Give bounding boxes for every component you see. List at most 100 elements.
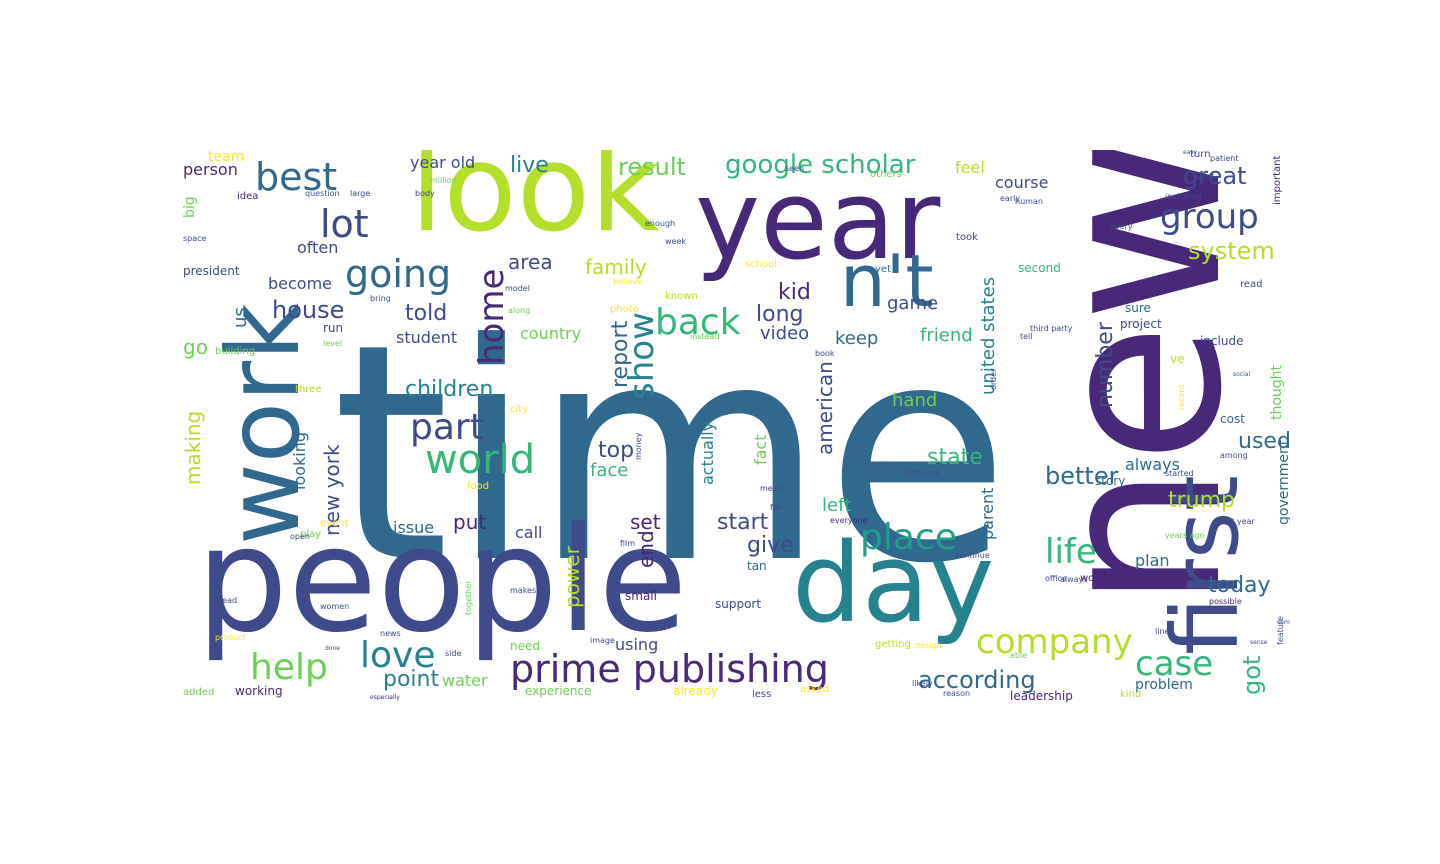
word-part: part: [410, 407, 484, 448]
word-getting: getting: [875, 639, 911, 650]
word-working: working: [235, 684, 283, 698]
word-often: often: [297, 238, 339, 257]
word-kid: kid: [778, 280, 811, 305]
word-seen: seen: [785, 164, 805, 173]
word-lead: lead: [220, 596, 238, 605]
word-design: design: [915, 641, 942, 650]
word-love: love: [360, 635, 436, 676]
word-food: food: [467, 481, 490, 492]
word-include: include: [1200, 334, 1244, 348]
word-school: school: [745, 259, 778, 270]
word-got: got: [1238, 655, 1266, 695]
word-second: second: [1018, 261, 1061, 275]
word-last-year: last year: [1220, 517, 1255, 526]
word-able: able: [1010, 651, 1028, 660]
word-continue: continue: [955, 551, 990, 560]
word-early: early: [1000, 194, 1021, 203]
word-turn: turn: [1190, 150, 1211, 160]
word-team: team: [208, 150, 245, 165]
word-especially: especially: [370, 694, 400, 701]
word-million: million: [430, 176, 457, 185]
word-lot: lot: [320, 202, 369, 246]
word-among: among: [1220, 451, 1248, 460]
word-together: together: [464, 580, 473, 615]
word-open: open: [290, 532, 310, 541]
word-human: human: [1015, 197, 1043, 206]
word-need: need: [510, 639, 540, 653]
word-making: making: [181, 410, 205, 485]
word-person: person: [183, 160, 238, 179]
word-become: become: [268, 274, 333, 293]
word-year: year: [695, 156, 941, 284]
word-possible: possible: [1209, 597, 1242, 606]
word-known: known: [665, 291, 698, 302]
word-call: call: [515, 523, 543, 542]
word-asked: asked: [800, 684, 830, 695]
word-mean: mean: [760, 484, 783, 493]
word-less: less: [752, 689, 772, 700]
word-keep: keep: [835, 328, 879, 349]
word-city: city: [510, 404, 529, 415]
word-hand: hand: [892, 390, 938, 411]
word-photo: photo: [610, 304, 639, 315]
word-third-party: third party: [1030, 324, 1073, 333]
word-body: body: [415, 189, 435, 198]
word-others: others: [870, 169, 902, 180]
word-time: time: [332, 280, 1010, 629]
word-likely: likely: [912, 679, 933, 688]
word-actually: actually: [698, 421, 717, 485]
word-week: week: [665, 237, 687, 246]
word-work: work: [205, 303, 322, 545]
word-american: american: [813, 361, 837, 455]
word-reason: reason: [943, 689, 971, 698]
word-government: government: [1276, 439, 1290, 525]
word-building: building: [215, 346, 256, 357]
word-come: come: [1277, 619, 1290, 626]
word-according: according: [918, 666, 1036, 694]
word-end: end: [634, 530, 658, 568]
word-women: women: [1080, 573, 1117, 584]
word-question: question: [305, 189, 340, 198]
word-go: go: [183, 335, 208, 359]
word-small: small: [625, 589, 657, 603]
word-parent: parent: [978, 487, 997, 540]
word-friend: friend: [920, 325, 973, 346]
word-face: face: [590, 460, 629, 481]
word-house: house: [272, 296, 345, 324]
word-told: told: [405, 301, 448, 326]
word-start: start: [717, 510, 769, 535]
word-feel: feel: [955, 158, 985, 177]
word-every: every: [1110, 222, 1133, 231]
word-look: look: [410, 150, 660, 259]
word-everyone: everyone: [830, 516, 868, 525]
word-already: already: [673, 684, 718, 698]
word-looking: looking: [290, 431, 309, 490]
word-thought: thought: [1269, 364, 1285, 420]
word-full: full: [770, 503, 783, 512]
word-student: student: [396, 328, 458, 347]
word-recent: recent: [1177, 384, 1186, 410]
word-country: country: [520, 324, 582, 343]
word-cost: cost: [1220, 412, 1245, 426]
word-went: went: [1195, 172, 1215, 181]
word-plan: plan: [1135, 551, 1170, 570]
word-tan: tan: [747, 559, 767, 573]
word-important: important: [1272, 155, 1283, 205]
word-children: children: [405, 377, 494, 402]
word-going: going: [345, 252, 452, 296]
word-women: women: [320, 602, 350, 611]
word-took: took: [956, 232, 978, 243]
word-done: done: [325, 645, 340, 652]
word-different: different: [905, 469, 939, 478]
word-used: used: [1238, 429, 1290, 454]
word-best: best: [255, 155, 338, 199]
word-read: read: [1240, 279, 1263, 290]
word-live: live: [510, 153, 549, 178]
word-money: money: [634, 432, 643, 460]
word-project: project: [1120, 317, 1162, 331]
word-always: always: [1125, 455, 1180, 474]
word-today: today: [1208, 573, 1271, 598]
word-point: point: [383, 667, 440, 692]
word-social: social: [1233, 371, 1251, 378]
word-better: better: [1045, 462, 1119, 490]
